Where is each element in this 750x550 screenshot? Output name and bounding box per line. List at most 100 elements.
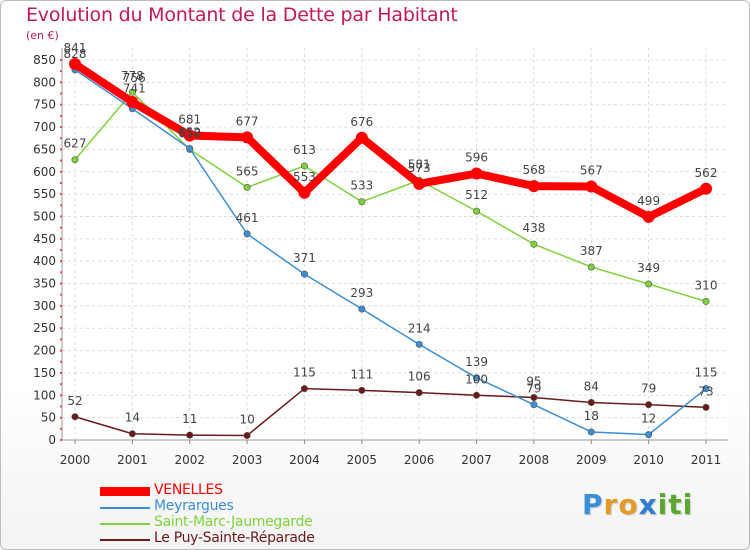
data-point: [128, 430, 136, 438]
data-point: [473, 374, 481, 382]
y-minor-tick: [60, 360, 62, 363]
data-point: [183, 129, 196, 142]
y-tick-label: 800: [33, 75, 56, 89]
data-point: [300, 162, 308, 170]
y-minor-tick: [60, 304, 62, 307]
y-minor-tick: [60, 92, 62, 95]
data-point: [702, 297, 710, 305]
y-minor-tick: [60, 81, 62, 84]
legend-swatch: [100, 487, 150, 496]
data-point: [241, 131, 254, 144]
logo-letter: i: [682, 488, 694, 521]
data-point: [702, 385, 710, 393]
data-point: [530, 240, 538, 248]
data-point: [69, 58, 81, 71]
data-point: [415, 389, 423, 397]
x-tick-label: 2004: [289, 453, 320, 467]
data-point: [470, 167, 483, 180]
data-point: [300, 385, 308, 393]
y-tick-label: 300: [33, 299, 56, 313]
x-tick-label: 2006: [404, 453, 435, 467]
data-label: 512: [465, 188, 488, 202]
series-line-0: [71, 60, 710, 221]
data-label: 14: [125, 411, 140, 425]
data-point: [645, 280, 653, 288]
data-point: [415, 340, 423, 348]
data-label: 52: [67, 394, 82, 408]
x-tick-label: 2010: [633, 453, 664, 467]
y-minor-tick: [60, 416, 62, 419]
data-label: 499: [637, 194, 660, 208]
data-point: [642, 210, 655, 223]
data-label: 387: [580, 244, 603, 258]
data-label: 139: [465, 355, 488, 369]
unit-label: (en €): [26, 29, 59, 42]
data-point: [300, 270, 308, 278]
data-label: 106: [408, 370, 431, 384]
data-point: [645, 431, 653, 439]
y-minor-tick: [60, 439, 62, 441]
data-point: [358, 198, 366, 206]
x-tick-label: 2000: [60, 453, 91, 467]
data-label: 100: [465, 372, 488, 386]
series-line-1: [74, 69, 707, 436]
data-label: 627: [64, 137, 87, 151]
data-label: 115: [293, 366, 316, 380]
data-label: 18: [584, 409, 599, 423]
legend-label: Meyrargues: [154, 498, 234, 514]
data-label: 741: [123, 82, 146, 96]
data-point: [243, 230, 251, 238]
y-minor-tick: [60, 114, 62, 117]
y-minor-tick: [60, 126, 62, 129]
y-tick-label: 200: [33, 344, 56, 358]
data-label: 650: [178, 126, 201, 140]
y-minor-tick: [60, 137, 62, 140]
logo-letter: r: [603, 488, 619, 521]
data-label: 568: [522, 163, 545, 177]
data-label: 676: [350, 115, 373, 129]
data-label: 828: [64, 47, 87, 61]
y-minor-tick: [60, 148, 62, 151]
data-label: 533: [350, 179, 373, 193]
logo-letter: i: [657, 488, 669, 521]
data-point: [355, 131, 368, 144]
data-label: 214: [408, 321, 431, 335]
chart-title: Evolution du Montant de la Dette par Hab…: [26, 4, 458, 26]
y-minor-tick: [60, 327, 62, 330]
data-point: [587, 398, 595, 406]
data-label: 79: [526, 382, 541, 396]
data-point: [128, 88, 136, 96]
y-tick-label: 600: [33, 165, 56, 179]
y-tick-label: 50: [41, 411, 56, 425]
data-label: 111: [350, 367, 373, 381]
data-point: [585, 180, 598, 193]
data-label: 681: [178, 113, 201, 127]
y-minor-tick: [60, 237, 62, 240]
y-minor-tick: [60, 193, 62, 196]
y-minor-tick: [60, 103, 62, 106]
y-minor-tick: [60, 371, 62, 374]
series-line-3: [74, 387, 707, 437]
y-minor-tick: [60, 427, 62, 430]
logo-letter: P: [582, 488, 604, 521]
y-minor-tick: [60, 249, 62, 251]
proxiti-logo: Proxiti: [582, 488, 693, 521]
y-minor-tick: [60, 293, 62, 296]
legend-swatch: [100, 539, 150, 541]
data-point: [413, 177, 426, 190]
data-label: 79: [641, 382, 656, 396]
logo-letter: x: [638, 488, 658, 521]
y-tick-label: 650: [33, 142, 56, 156]
data-point: [530, 394, 538, 402]
data-point: [473, 391, 481, 399]
data-label: 11: [182, 412, 197, 426]
data-label: 573: [408, 161, 431, 175]
logo-letter: o: [618, 488, 639, 521]
y-minor-tick: [60, 215, 62, 218]
series-line-2: [74, 91, 707, 303]
data-point: [243, 183, 251, 191]
x-tick-label: 2008: [519, 453, 550, 467]
data-point: [700, 182, 712, 195]
data-point: [298, 186, 311, 199]
